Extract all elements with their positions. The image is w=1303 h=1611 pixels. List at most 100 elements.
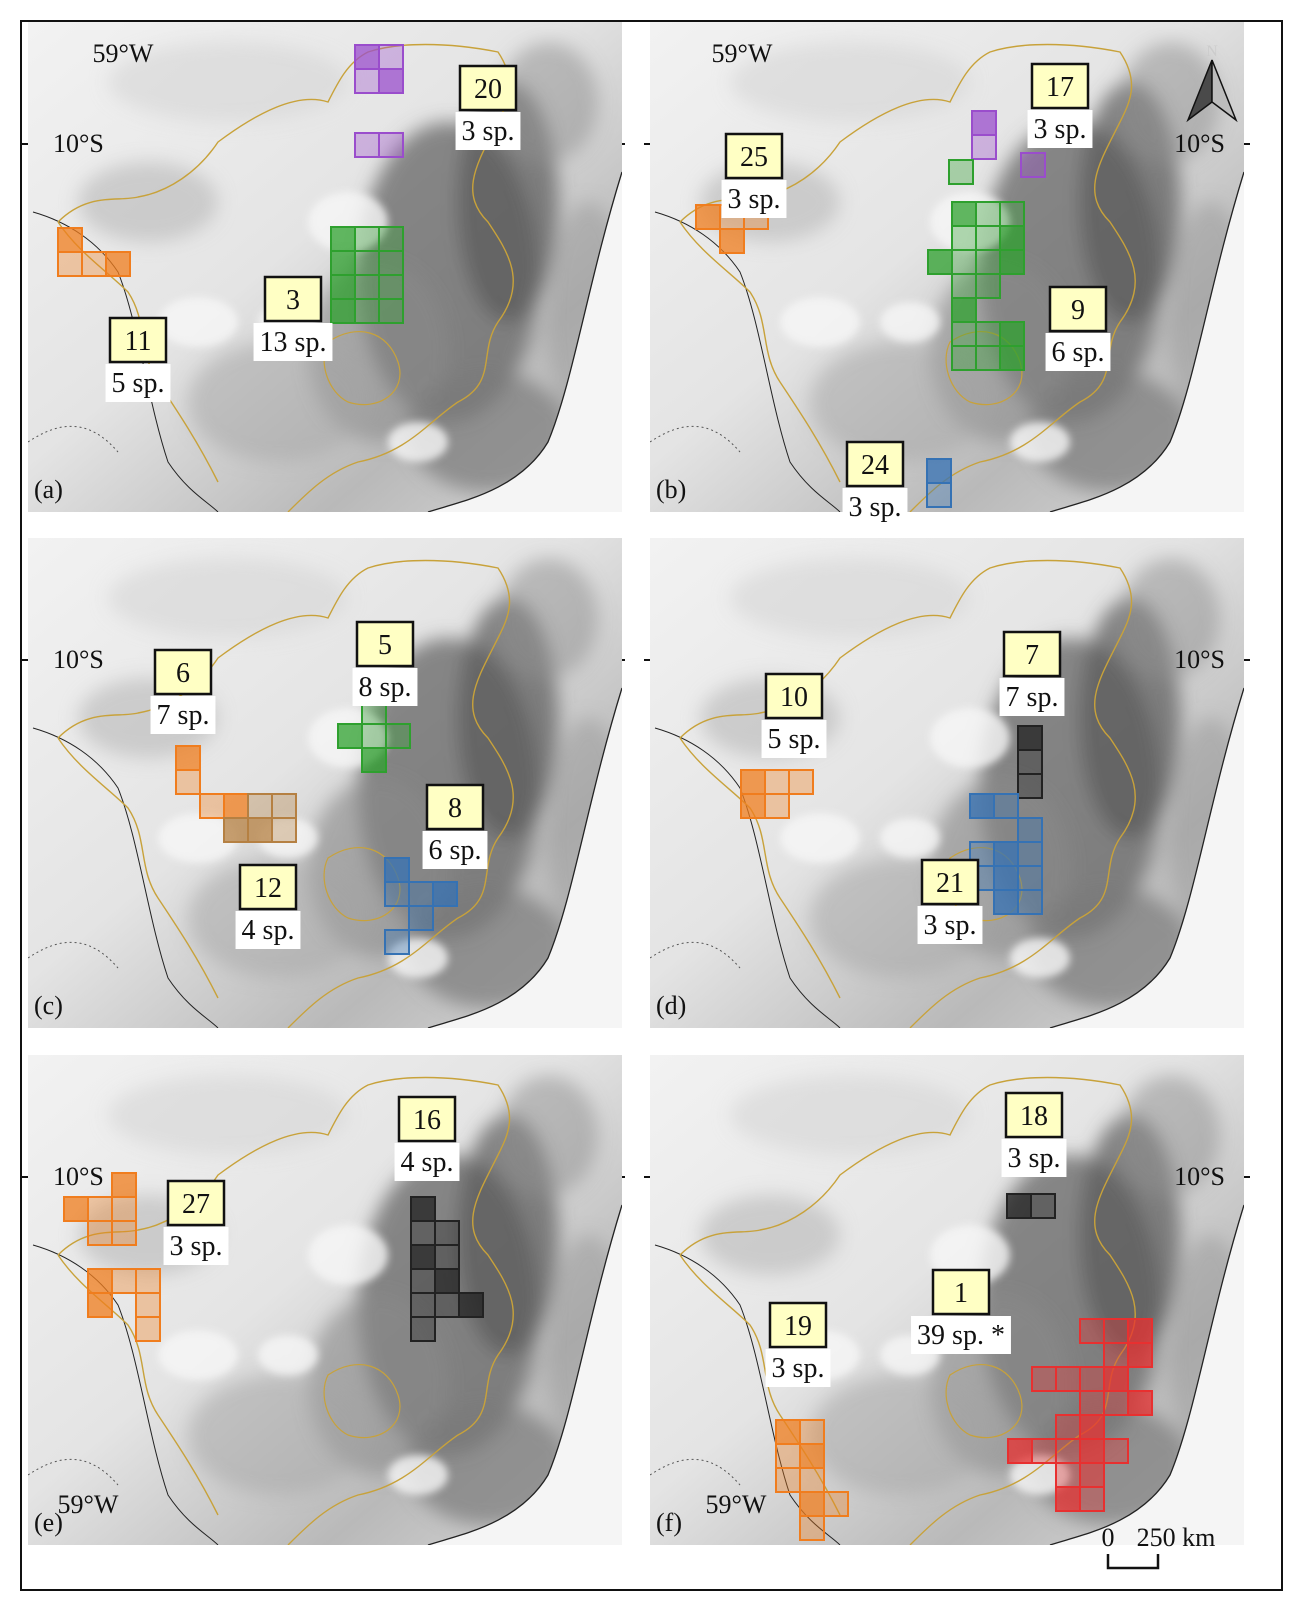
- area-id: 3: [286, 285, 300, 316]
- species-count-bg: [911, 1316, 1011, 1354]
- area-id: 24: [861, 450, 889, 481]
- grid-cell: [799, 1515, 825, 1541]
- grid-cell: [271, 817, 297, 843]
- grid-cell: [271, 793, 297, 819]
- endemism-area-cells: [57, 227, 131, 277]
- area-id: 9: [1071, 295, 1085, 326]
- grid-cell: [1127, 1318, 1153, 1344]
- map-panel: 18 3 sp. 1 39 sp. * 19 3 sp. 59°W 10°S (f): [644, 1055, 1250, 1545]
- grid-cell: [775, 1419, 801, 1445]
- area-id-box: [845, 440, 905, 488]
- grid-cell: [993, 841, 1019, 867]
- grid-cell: [175, 745, 201, 771]
- grid-cell: [135, 1316, 161, 1342]
- map-panel: 17 3 sp. 25 3 sp. 9 6 sp. 24 3 sp. 59°W 10°S (b): [644, 22, 1250, 526]
- grid-cell: [999, 345, 1025, 371]
- country-border: [28, 1458, 119, 1486]
- scale-start-label: 0: [1102, 1523, 1115, 1552]
- ocean: [1050, 172, 1244, 512]
- endemism-area-cells: [1007, 1318, 1153, 1512]
- grid-cell: [740, 793, 766, 819]
- area-id-box: [724, 132, 784, 180]
- area-label: 18 3 sp.: [1001, 1091, 1067, 1177]
- ocean: [428, 688, 622, 1028]
- map-panel: 20 3 sp. 3 13 sp. 11 5 sp. 59°W 10°S (a): [22, 22, 628, 512]
- grid-cell: [330, 298, 356, 324]
- longitude-label: 59°W: [93, 39, 154, 68]
- area-id-box: [931, 1268, 991, 1316]
- state-border: [32, 727, 219, 1028]
- grid-cell: [378, 68, 404, 94]
- grid-cell: [1103, 1318, 1129, 1344]
- coastline: [1049, 171, 1244, 512]
- biome-enclave: [323, 331, 401, 406]
- country-border: [650, 941, 741, 969]
- species-count-bg: [253, 323, 333, 361]
- grid-cell: [378, 298, 404, 324]
- grid-cell: [111, 1220, 137, 1246]
- ocean: [428, 1205, 622, 1545]
- species-count: 3 sp.: [772, 1353, 825, 1384]
- grid-cell: [378, 274, 404, 300]
- grid-cell: [87, 1220, 113, 1246]
- relief-shading: [700, 1075, 1244, 1525]
- grid-cell: [740, 769, 766, 795]
- grid-cell: [57, 227, 83, 253]
- state-border: [654, 727, 841, 1028]
- grid-cell: [410, 1220, 436, 1246]
- area-id-box: [108, 316, 168, 364]
- area-id: 8: [448, 793, 462, 824]
- area-label: 19 3 sp.: [765, 1301, 831, 1387]
- species-count: 5 sp.: [768, 724, 821, 755]
- latitude-label: 10°S: [1174, 645, 1225, 674]
- grid-cell: [975, 249, 1001, 275]
- grid-cell: [361, 747, 387, 773]
- panel-letter: (f): [656, 1508, 682, 1537]
- biome-enclave: [945, 1364, 1023, 1439]
- scale-bar: 0 250 km: [1102, 1523, 1215, 1570]
- north-arrow-right: [1211, 59, 1238, 123]
- coastline: [427, 171, 622, 512]
- grid-cell: [410, 1292, 436, 1318]
- map-panel: 6 7 sp. 5 8 sp. 8 6 sp. 12 4 sp. 10°S (c): [22, 538, 628, 1028]
- grid-cell: [199, 793, 225, 819]
- coastline: [1049, 687, 1244, 1028]
- grid-cell: [434, 1292, 460, 1318]
- scale-bar-line: [1106, 1554, 1160, 1570]
- grid-cell: [1017, 773, 1043, 799]
- grid-cell: [223, 817, 249, 843]
- grid-cell: [1055, 1438, 1081, 1464]
- area-label: 17 3 sp.: [1027, 62, 1093, 148]
- grid-cell: [378, 250, 404, 276]
- area-id: 11: [125, 326, 152, 357]
- grid-cell: [695, 204, 721, 230]
- figure-frame: [20, 20, 1283, 1591]
- country-border: [28, 941, 119, 969]
- grid-cell: [384, 857, 410, 883]
- species-count-bg: [422, 831, 488, 869]
- species-count: 7 sp.: [157, 700, 210, 731]
- grid-cell: [1055, 1486, 1081, 1512]
- grid-cell: [408, 881, 434, 907]
- area-label: 1 39 sp. *: [911, 1268, 1011, 1354]
- area-label: 24 3 sp.: [842, 440, 908, 526]
- area-label: 10 5 sp.: [761, 672, 827, 758]
- endemism-area-cells: [971, 110, 1046, 178]
- grid-cell: [1017, 725, 1043, 751]
- species-count: 13 sp.: [260, 327, 327, 358]
- country-border: [650, 1458, 741, 1486]
- longitude-label: 59°W: [706, 1490, 767, 1519]
- area-id: 18: [1020, 1101, 1048, 1132]
- state-border: [32, 1244, 219, 1545]
- grid-cell: [951, 297, 977, 323]
- area-id: 10: [780, 682, 808, 713]
- grid-cell: [1006, 1193, 1032, 1219]
- grid-cell: [354, 68, 380, 94]
- map-panel: 16 4 sp. 27 3 sp. 59°W 10°S (e): [22, 1055, 628, 1545]
- grid-cell: [135, 1268, 161, 1294]
- species-count-bg: [105, 364, 171, 402]
- grid-cell: [223, 793, 249, 819]
- grid-cell: [1017, 889, 1043, 915]
- grid-cell: [999, 225, 1025, 251]
- grid-cell: [764, 793, 790, 819]
